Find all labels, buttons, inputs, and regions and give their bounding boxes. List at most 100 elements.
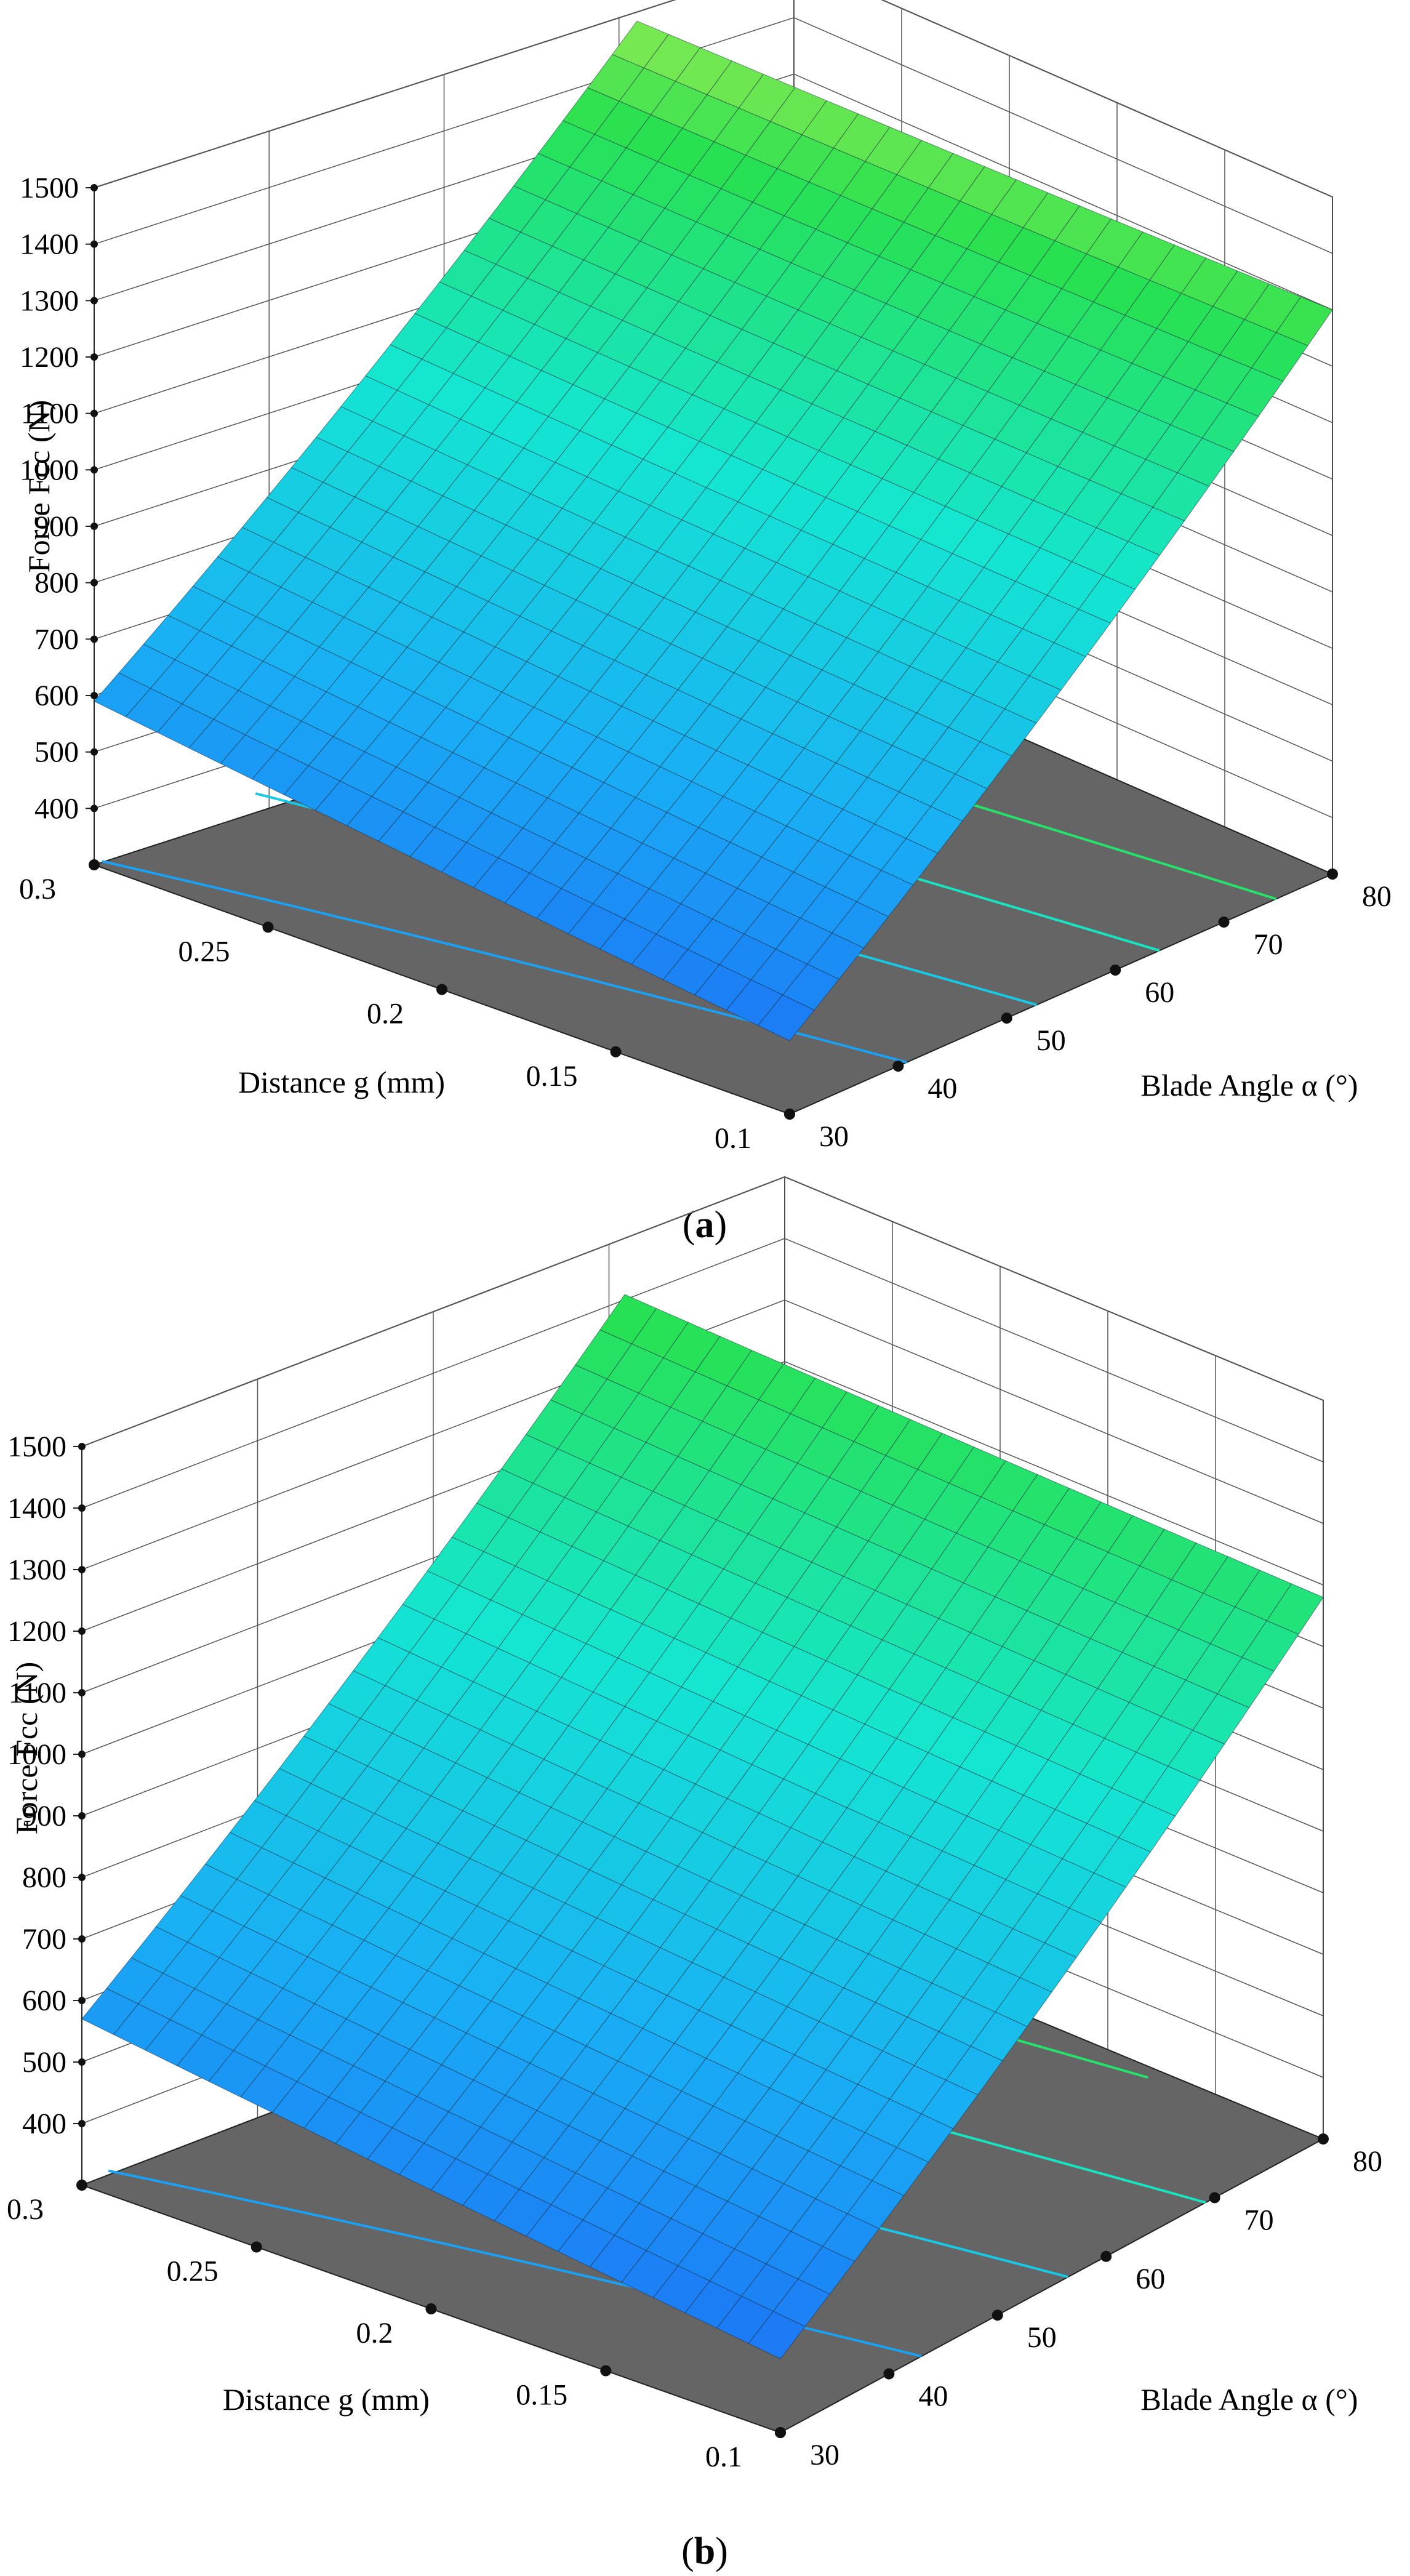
panel-a-surface-cell [757, 994, 815, 1041]
panel-b-alpha-tick-label: 50 [1027, 2321, 1057, 2354]
panel-a-z-tick-dot [90, 579, 98, 587]
panel-a-alpha-tick-label: 30 [819, 1120, 849, 1153]
panel-b-z-tick-dot [78, 1566, 86, 1573]
panel-b: 1500 1400 1300 1200 1100 1000 900 800 700 600 500 4… [7, 1176, 1382, 2572]
panel-a-z-tick-dot [90, 635, 98, 643]
panel-b-g-tick-label: 0.15 [516, 2379, 567, 2412]
panel-b-z-tick-label: 1200 [7, 1615, 66, 1648]
panel-b-y-axis-label: Blade Angle α (°) [1140, 2382, 1358, 2417]
panel-a-alpha-tick-dot [1110, 965, 1121, 976]
panel-a-g-tick-label: 0.2 [367, 998, 404, 1030]
panel-a-z-tick-label: 1300 [20, 284, 79, 317]
panel-a-z-tick-label: 1100 [21, 398, 79, 430]
panel-b-z-tick-label: 1400 [7, 1492, 66, 1525]
panel-a-alpha-tick-label: 40 [927, 1072, 957, 1105]
panel-b-z-tick-label: 400 [22, 2108, 66, 2140]
panel-b-alpha-tick-dot [1209, 2192, 1220, 2204]
panel-b-alpha-tick-label: 80 [1353, 2145, 1382, 2178]
panel-a-z-axis-label: Force Fcc (N) [22, 400, 56, 572]
panel-a-g-tick-label: 0.25 [178, 935, 230, 968]
panel-b-g-tick-dot [600, 2365, 612, 2377]
panel-b-g-tick-dot [250, 2241, 262, 2253]
panel-a-z-tick-dot [90, 692, 98, 699]
panel-a-alpha-tick-label: 60 [1145, 976, 1174, 1009]
panel-b-z-tick-dot [78, 1812, 86, 1820]
panel-a-z-tick-dot [90, 297, 98, 305]
panel-a-z-tick-label: 1500 [20, 172, 79, 204]
panel-b-z-tick-label: 1300 [7, 1554, 66, 1586]
panel-b-z-tick-dot [78, 1627, 86, 1635]
panel-a-z-tick-label: 800 [34, 567, 79, 600]
panel-b-surface-cell [748, 2311, 806, 2359]
panel-a-z-tick-label: 900 [34, 510, 79, 543]
panel-a-z-tick-label: 500 [34, 736, 79, 769]
panel-b-alpha-tick-label: 70 [1244, 2204, 1274, 2236]
panel-a-z-tick-dot [90, 353, 98, 361]
panel-a-z-tick-dot [90, 804, 98, 813]
panel-b-ticks: 1500 1400 1300 1200 1100 1000 900 800 700 600 500 4… [7, 1430, 1382, 2473]
panel-b-alpha-tick-dot [991, 2309, 1003, 2321]
panel-b-z-tick-dot [78, 2058, 86, 2066]
panel-a-y-axis-label: Blade Angle α (°) [1140, 1068, 1358, 1102]
panel-b-alpha-tick-label: 30 [810, 2439, 839, 2471]
panel-b-g-tick-dot [76, 2180, 87, 2191]
panel-b-g-tick-label: 0.2 [356, 2317, 393, 2349]
panel-a-alpha-tick-dot [892, 1061, 904, 1072]
panel-b-z-tick-label: 600 [22, 1984, 66, 2017]
panel-a-z-tick-label: 400 [34, 792, 79, 825]
panel-a-alpha-tick-dot [1218, 917, 1230, 928]
panel-a-alpha-tick-dot [1001, 1013, 1012, 1024]
panel-b-z-tick-dot [78, 1997, 86, 2004]
panel-b-z-tick-label: 800 [22, 1861, 66, 1894]
panel-b-alpha-tick-dot [883, 2368, 895, 2380]
panel-b-surface [81, 1294, 1324, 2359]
panel-a-g-tick-dot [610, 1046, 622, 1057]
panel-b-z-tick-dot [78, 1689, 86, 1696]
panel-b-alpha-tick-dot [1100, 2250, 1112, 2262]
panel-b-z-tick-label: 1100 [9, 1677, 66, 1709]
panel-b-z-tick-label: 500 [22, 2046, 66, 2079]
panel-a-z-tick-label: 1000 [20, 454, 79, 486]
panel-b-z-tick-label: 1500 [7, 1430, 66, 1463]
panel-a-z-tick-dot [90, 240, 98, 248]
panel-a-x-axis-label: Distance g (mm) [238, 1065, 445, 1099]
panel-b-g-tick-label: 0.3 [7, 2193, 44, 2226]
panel-a-z-tick-dot [90, 523, 98, 530]
panel-b-g-tick-dot [425, 2303, 437, 2314]
panel-a-g-tick-dot [436, 984, 447, 995]
panel-b-alpha-tick-dot [775, 2427, 786, 2438]
panel-b-z-tick-dot [78, 2120, 86, 2127]
panel-b-g-tick-label: 0.1 [705, 2441, 742, 2473]
panel-a-g-tick-dot [262, 921, 274, 933]
panel-a-g-tick-label: 0.3 [19, 873, 56, 905]
panel-b-g-tick-label: 0.25 [167, 2255, 218, 2288]
panel-a-alpha-tick-label: 70 [1254, 928, 1283, 961]
panel-a-g-tick-label: 0.1 [715, 1122, 751, 1155]
panel-b-z-axis-label: Force Fcc (N) [9, 1662, 44, 1834]
panel-b-z-tick-label: 900 [22, 1800, 66, 1832]
panel-b-z-tick-label: 1000 [7, 1738, 66, 1771]
panel-b-z-tick-dot [78, 1935, 86, 1943]
panel-a-alpha-tick-label: 50 [1036, 1024, 1066, 1057]
panel-b-alpha-tick-dot [1318, 2133, 1329, 2145]
panel-b-caption: (b) [681, 2530, 728, 2572]
panel-a-ticks: 1500 1400 1300 1200 1100 1000 900 800 700 600 500 4… [19, 172, 1392, 1155]
panel-b-x-axis-label: Distance g (mm) [223, 2382, 430, 2417]
panel-a-alpha-tick-dot [1327, 869, 1338, 880]
panel-b-z-tick-label: 700 [22, 1923, 66, 1956]
panel-b-z-tick-dot [78, 1443, 86, 1450]
panel-b-z-tick-dot [78, 1874, 86, 1881]
panel-a-surface [94, 20, 1333, 1041]
panel-a-z-tick-label: 700 [34, 623, 79, 656]
panel-a-alpha-tick-dot [784, 1109, 795, 1120]
panel-a-z-tick-dot [90, 466, 98, 474]
panel-a-z-gridline [94, 0, 1333, 198]
panel-a-z-tick-dot [90, 748, 98, 756]
panel-a-caption: (a) [683, 1204, 727, 1246]
panel-a-g-tick-label: 0.15 [526, 1060, 578, 1093]
panel-b-alpha-tick-label: 60 [1136, 2263, 1165, 2295]
panel-a-z-tick-label: 1200 [20, 341, 79, 374]
panel-b-alpha-tick-label: 40 [918, 2380, 948, 2413]
panel-a-z-tick-label: 600 [34, 680, 79, 712]
